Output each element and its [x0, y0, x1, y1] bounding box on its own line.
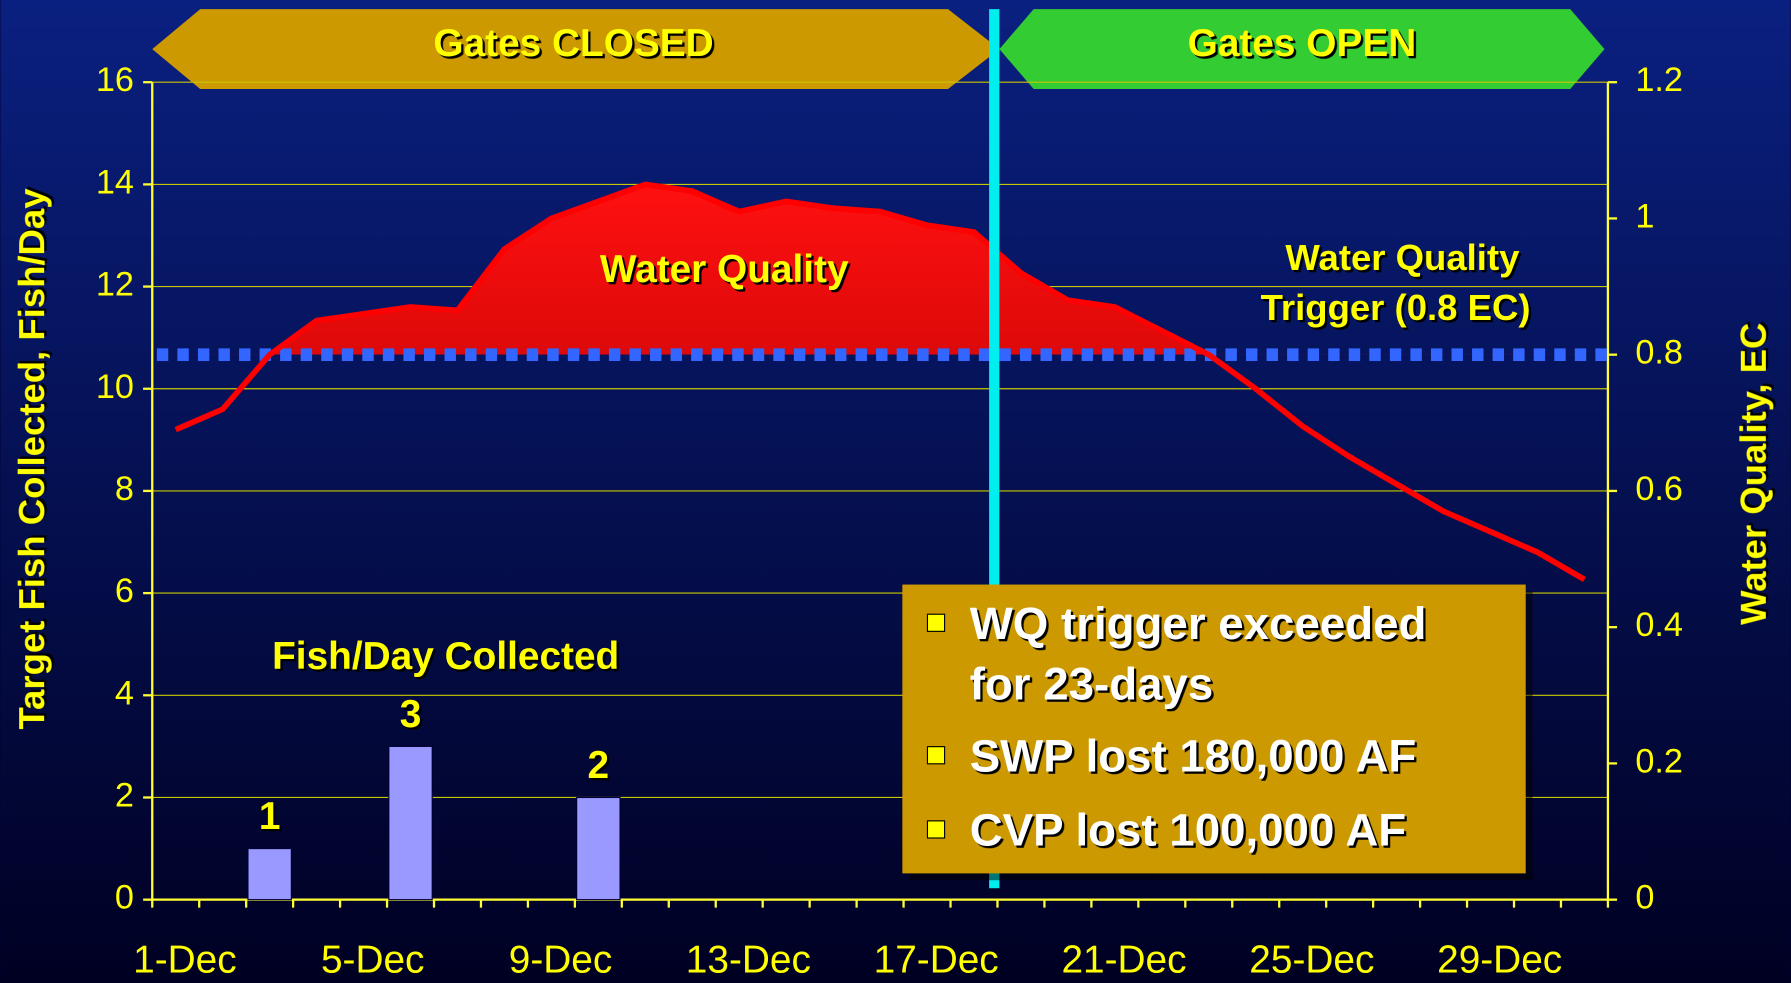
y-tick-label: 0 [115, 879, 134, 917]
x-tick-label: 1-Dec [133, 939, 237, 982]
bullet [926, 613, 946, 632]
value-label: 3 [400, 693, 422, 736]
y2-tick-label: 0.8 [1635, 334, 1683, 372]
x-tick-label: 21-Dec [1061, 939, 1186, 982]
y-tick-label: 6 [115, 572, 134, 610]
notes-box: WQ trigger exceeded for 23-days SWP lost 1… [902, 584, 1533, 881]
y2-tick-label: 0.6 [1635, 470, 1683, 508]
banner-label: Gates CLOSED [433, 22, 713, 65]
line [174, 181, 1586, 582]
y-axis-label: Target Fish Collected, Fish/Day [11, 188, 52, 730]
gates-divider [989, 9, 1000, 889]
note-text: for 23-days [970, 658, 1214, 709]
note-text: SWP lost 180,000 AF [970, 730, 1417, 781]
x-tick-label: 29-Dec [1437, 939, 1562, 982]
bar [388, 745, 433, 901]
value-label: 1 [259, 795, 281, 838]
y2-tick-label: 0 [1635, 879, 1654, 917]
area-fill [175, 184, 1585, 355]
y2-tick-label: 0.2 [1635, 742, 1683, 780]
bar [247, 847, 292, 901]
y-tick-label: 2 [115, 777, 134, 815]
trigger-label: Trigger (0.8 EC) [1261, 287, 1531, 328]
x-tick-label: 25-Dec [1249, 939, 1374, 982]
x-tick-label: 9-Dec [509, 939, 613, 982]
note-text: WQ trigger exceeded [970, 598, 1427, 649]
bar [576, 796, 621, 901]
y-tick-label: 10 [96, 368, 134, 406]
x-tick-label: 13-Dec [686, 939, 811, 982]
y2-axis-label: Water Quality, EC [1733, 323, 1774, 625]
y-tick-label: 14 [96, 163, 134, 201]
box [902, 584, 1526, 874]
y2-tick-label: 1 [1635, 197, 1654, 235]
banner-label: Gates OPEN [1188, 22, 1417, 65]
series-label: Fish/Day Collected [272, 635, 619, 678]
banner-closed [152, 9, 1000, 90]
value-label: 2 [588, 744, 610, 787]
y-tick-label: 4 [115, 674, 134, 712]
y2-tick-label: 1.2 [1635, 61, 1683, 99]
y-tick-label: 12 [96, 266, 134, 304]
bullet [926, 746, 946, 765]
banner-open [999, 9, 1605, 90]
trigger-label: Water Quality [1285, 237, 1520, 278]
x-tick-label: 17-Dec [874, 939, 999, 982]
x-tick-label: 5-Dec [321, 939, 425, 982]
note-text: CVP lost 100,000 AF [970, 805, 1406, 856]
y2-tick-label: 0.4 [1635, 606, 1683, 644]
y-tick-label: 8 [115, 470, 134, 508]
bullet [926, 820, 946, 839]
y-tick-label: 16 [96, 61, 134, 99]
series-label: Water Quality [600, 248, 849, 291]
